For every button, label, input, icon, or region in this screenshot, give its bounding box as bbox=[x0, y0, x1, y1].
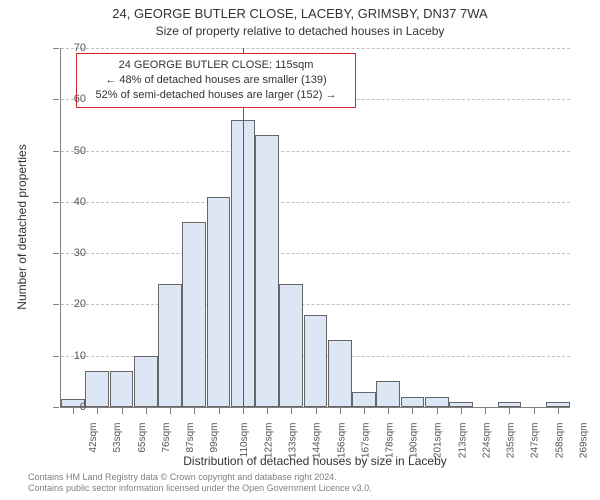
x-tick bbox=[388, 408, 389, 414]
gridline bbox=[61, 48, 570, 49]
x-tick-label: 258sqm bbox=[554, 423, 565, 459]
bar bbox=[158, 284, 182, 407]
x-tick-label: 156sqm bbox=[336, 423, 347, 459]
info-box-line-1: 24 GEORGE BUTLER CLOSE: 115sqm bbox=[85, 58, 347, 73]
title-sub: Size of property relative to detached ho… bbox=[0, 24, 600, 38]
x-tick-label: 76sqm bbox=[161, 423, 172, 453]
bar bbox=[401, 397, 425, 407]
x-tick bbox=[243, 408, 244, 414]
info-box-line-2: ← 48% of detached houses are smaller (13… bbox=[85, 73, 347, 88]
x-tick-label: 190sqm bbox=[409, 423, 420, 459]
x-tick-label: 87sqm bbox=[185, 423, 196, 453]
y-tick-label: 50 bbox=[56, 145, 86, 157]
x-tick bbox=[146, 408, 147, 414]
x-tick-label: 65sqm bbox=[137, 423, 148, 453]
y-tick-label: 30 bbox=[56, 247, 86, 259]
x-tick-label: 144sqm bbox=[312, 423, 323, 459]
bar bbox=[304, 315, 328, 407]
bar bbox=[449, 402, 473, 407]
y-tick-label: 0 bbox=[56, 401, 86, 413]
x-tick bbox=[97, 408, 98, 414]
gridline bbox=[61, 202, 570, 203]
x-tick-label: 110sqm bbox=[238, 423, 249, 458]
info-box-line-3: 52% of semi-detached houses are larger (… bbox=[85, 88, 347, 103]
x-tick bbox=[267, 408, 268, 414]
x-tick-label: 178sqm bbox=[385, 423, 396, 459]
x-tick bbox=[122, 408, 123, 414]
x-tick bbox=[340, 408, 341, 414]
x-tick bbox=[461, 408, 462, 414]
bar bbox=[207, 197, 231, 407]
bar bbox=[85, 371, 109, 407]
x-tick-label: 201sqm bbox=[433, 423, 444, 459]
bar bbox=[110, 371, 134, 407]
x-tick bbox=[316, 408, 317, 414]
x-tick bbox=[291, 408, 292, 414]
x-tick bbox=[437, 408, 438, 414]
footer-attribution: Contains HM Land Registry data © Crown c… bbox=[28, 472, 372, 495]
gridline bbox=[61, 253, 570, 254]
bar bbox=[279, 284, 303, 407]
y-tick-label: 20 bbox=[56, 298, 86, 310]
x-tick-label: 53sqm bbox=[112, 423, 123, 453]
gridline bbox=[61, 151, 570, 152]
bar bbox=[255, 135, 279, 407]
footer-line-2: Contains public sector information licen… bbox=[28, 483, 372, 494]
bar bbox=[376, 381, 400, 407]
x-tick-label: 224sqm bbox=[482, 423, 493, 459]
y-tick-label: 60 bbox=[56, 93, 86, 105]
bar bbox=[352, 392, 376, 407]
y-tick-label: 70 bbox=[56, 42, 86, 54]
bar bbox=[328, 340, 352, 407]
x-tick-label: 122sqm bbox=[263, 423, 274, 459]
x-tick bbox=[412, 408, 413, 414]
x-tick bbox=[509, 408, 510, 414]
bar bbox=[498, 402, 522, 407]
footer-line-1: Contains HM Land Registry data © Crown c… bbox=[28, 472, 372, 483]
bar bbox=[546, 402, 570, 407]
gridline bbox=[61, 304, 570, 305]
x-tick bbox=[558, 408, 559, 414]
x-tick-label: 269sqm bbox=[578, 423, 589, 459]
x-tick-label: 167sqm bbox=[360, 423, 371, 459]
x-tick bbox=[485, 408, 486, 414]
bar bbox=[425, 397, 449, 407]
x-tick-label: 235sqm bbox=[506, 423, 517, 459]
x-tick-label: 42sqm bbox=[88, 423, 99, 453]
info-box: 24 GEORGE BUTLER CLOSE: 115sqm← 48% of d… bbox=[76, 53, 356, 108]
x-tick-label: 247sqm bbox=[530, 423, 541, 459]
x-tick-label: 133sqm bbox=[288, 423, 299, 459]
y-axis-label: Number of detached properties bbox=[15, 137, 29, 317]
x-tick-label: 213sqm bbox=[457, 423, 468, 459]
x-tick bbox=[219, 408, 220, 414]
title-main: 24, GEORGE BUTLER CLOSE, LACEBY, GRIMSBY… bbox=[0, 6, 600, 21]
y-tick-label: 40 bbox=[56, 196, 86, 208]
chart-container: { "title_main": "24, GEORGE BUTLER CLOSE… bbox=[0, 0, 600, 500]
y-tick-label: 10 bbox=[56, 350, 86, 362]
x-tick bbox=[194, 408, 195, 414]
x-tick bbox=[534, 408, 535, 414]
x-tick bbox=[364, 408, 365, 414]
bar bbox=[182, 222, 206, 407]
x-tick-label: 99sqm bbox=[209, 423, 220, 453]
plot-area: 24 GEORGE BUTLER CLOSE: 115sqm← 48% of d… bbox=[60, 48, 570, 408]
x-tick bbox=[170, 408, 171, 414]
bar bbox=[134, 356, 158, 407]
